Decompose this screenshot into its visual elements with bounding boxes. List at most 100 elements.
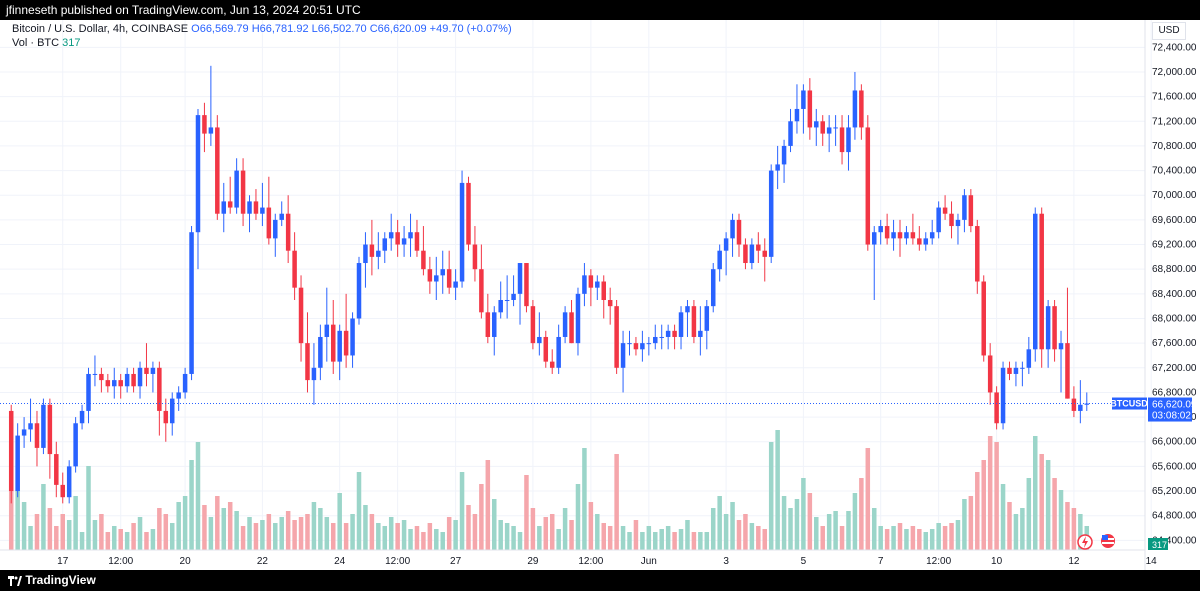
volume-bar (556, 529, 561, 550)
volume-bar (343, 523, 349, 550)
volume-bar (157, 508, 162, 550)
volume-bar (369, 514, 375, 550)
volume-bar (665, 526, 671, 550)
price-tick-label: 68,400.00 (1152, 289, 1197, 300)
volume-bar (330, 523, 336, 550)
candle-body (923, 238, 929, 245)
candle-body (144, 367, 149, 374)
candle-body (266, 207, 272, 239)
volume-bar (324, 517, 330, 550)
volume-bar (208, 517, 214, 550)
candle-body (215, 127, 220, 214)
candle-body (1020, 367, 1025, 369)
volume-bar (1013, 514, 1019, 550)
volume-bar (66, 520, 72, 550)
candle-body (395, 232, 400, 245)
volume-bar (923, 532, 929, 550)
candle-body (247, 201, 252, 214)
candle-body (897, 232, 903, 239)
candle-body (601, 281, 606, 300)
event-icons[interactable] (1077, 534, 1115, 550)
candle-body (401, 238, 407, 245)
candle-body (195, 115, 201, 233)
candle-body (311, 367, 317, 381)
volume-bar (479, 484, 484, 550)
legend-title: Bitcoin / U.S. Dollar, 4h, COINBASE (12, 23, 189, 35)
candle-body (826, 127, 832, 134)
volume-bar (247, 517, 252, 550)
candle-body (440, 269, 445, 276)
time-tick-label: 3 (723, 556, 729, 567)
candle-body (466, 182, 471, 245)
flag-canton-icon (1102, 535, 1108, 540)
legend-row-symbol: Bitcoin / U.S. Dollar, 4h, COINBASE O66,… (12, 22, 512, 36)
candle-body (54, 454, 59, 485)
candle-body (949, 213, 954, 227)
volume-bar (227, 502, 233, 550)
volume-bar (105, 532, 111, 550)
candle-body (118, 380, 123, 387)
price-axis[interactable]: 64,400.00 64,800.00 65,200.00 65,600.00 66,0… (1152, 42, 1197, 546)
volume-bar (794, 499, 800, 550)
candle-body (388, 232, 394, 239)
time-tick-label: Jun (641, 556, 657, 567)
volume-bar (144, 532, 149, 550)
volume-bar (768, 442, 774, 550)
volume-bar (1039, 454, 1044, 550)
candle-body (427, 269, 433, 282)
volume-bar (756, 526, 761, 550)
candle-body (337, 330, 342, 362)
candle-body (47, 404, 53, 455)
candle-body (704, 306, 710, 331)
price-tag-bg (1148, 397, 1192, 422)
volume-bar (285, 511, 291, 550)
candle-body (929, 232, 935, 239)
candle-body (672, 330, 677, 337)
candle-body (1084, 403, 1090, 405)
candle-body (723, 238, 729, 251)
candle-body (981, 281, 986, 356)
candle-body (543, 336, 549, 362)
volume-bar (524, 475, 529, 550)
volume-bar (820, 526, 825, 550)
volume-bar (47, 508, 53, 550)
time-tick-label: 12 (1068, 556, 1080, 567)
price-tick-label: 66,800.00 (1152, 387, 1197, 398)
volume-bar (408, 529, 413, 550)
candle-body (562, 312, 568, 337)
candle-body (150, 367, 156, 374)
volume-bar (981, 460, 986, 550)
candle-body (176, 392, 181, 399)
volume-bar (401, 520, 407, 550)
volume-bar (530, 508, 536, 550)
volume-bar (814, 517, 819, 550)
currency-button[interactable]: USD (1152, 22, 1186, 40)
candle-body (182, 373, 188, 393)
candle-body (234, 170, 239, 208)
volume-bar (717, 496, 722, 550)
candle-body (904, 232, 909, 239)
candle-body (189, 232, 194, 374)
time-tick-label: 10 (991, 556, 1003, 567)
candle-body (112, 380, 117, 387)
volume-bar (1020, 508, 1025, 550)
candle-body (485, 312, 491, 337)
candle-body (627, 343, 632, 345)
volume-bar (942, 526, 948, 550)
candle-body (369, 244, 375, 257)
volume-bar (975, 472, 980, 550)
volume-bar (376, 523, 381, 550)
volume-bar (723, 514, 729, 550)
flag-stripe-icon (1102, 542, 1114, 544)
candle-body (852, 90, 858, 128)
candle-body (15, 435, 20, 492)
candle-body (131, 373, 136, 387)
volume-bar (1000, 484, 1006, 550)
volume-bar (917, 529, 922, 550)
price-chart[interactable]: 64,400.00 64,800.00 65,200.00 65,600.00 66,0… (0, 20, 1200, 570)
candle-body (588, 275, 594, 288)
volume-bar (395, 523, 400, 550)
candle-body (208, 127, 214, 134)
candle-body (1045, 306, 1051, 350)
time-axis[interactable]: 17 12:00 20 22 24 12:00 27 29 12:00 Jun 3 5 7 12:00 10… (57, 556, 1157, 567)
